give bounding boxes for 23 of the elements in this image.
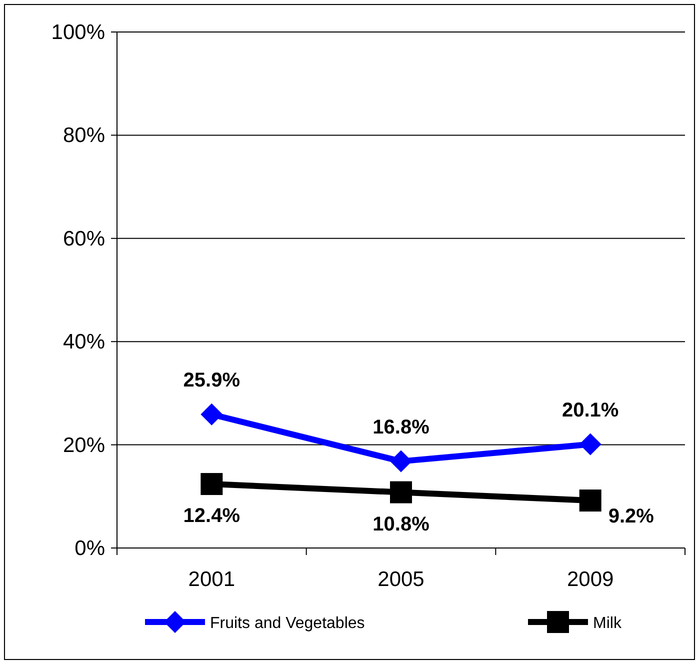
- y-tick-label: 40%: [62, 330, 105, 354]
- y-tick-label: 0%: [74, 537, 105, 560]
- data-label: 12.4%: [183, 505, 240, 528]
- x-tick-label: 2009: [566, 568, 614, 591]
- data-label: 10.8%: [372, 513, 430, 536]
- point: [579, 433, 602, 456]
- point: [390, 481, 412, 504]
- y-tick-label: 80%: [62, 124, 105, 148]
- y-tick-label: 20%: [62, 434, 105, 457]
- point: [390, 450, 412, 472]
- point: [200, 473, 223, 496]
- data-label: 20.1%: [562, 399, 619, 422]
- y-tick-label: 100%: [51, 21, 105, 44]
- point: [200, 403, 223, 426]
- y-tick-label: 60%: [62, 227, 105, 250]
- legend-label: Fruits and Vegetables: [210, 615, 365, 632]
- data-label: 25.9%: [183, 369, 240, 392]
- data-label: 9.2%: [608, 506, 654, 528]
- x-tick-label: 2001: [188, 568, 236, 591]
- point: [579, 490, 602, 512]
- legend-label: Milk: [593, 615, 622, 632]
- x-tick-label: 2005: [378, 568, 424, 591]
- data-label: 16.8%: [372, 416, 430, 438]
